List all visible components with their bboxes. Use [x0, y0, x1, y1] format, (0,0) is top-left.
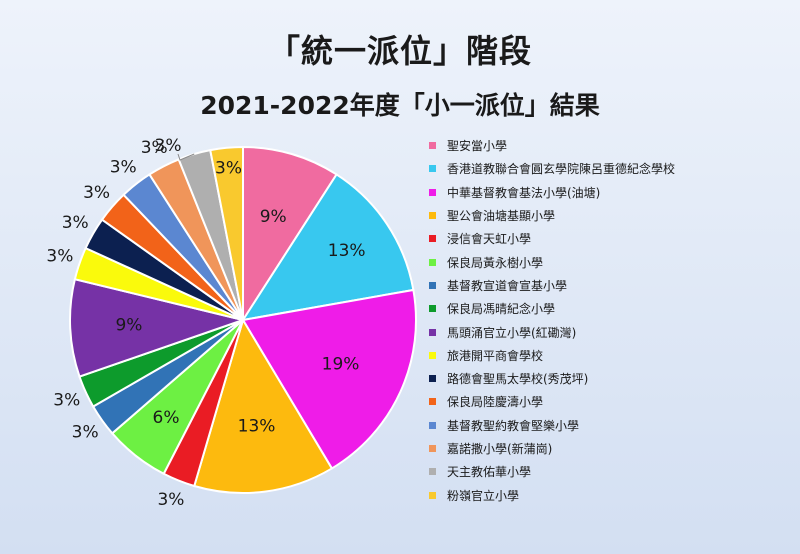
legend-label: 保良局陸慶濤小學: [447, 395, 544, 410]
legend-swatch: [429, 445, 436, 452]
legend-label: 旅港開平商會學校: [447, 348, 544, 363]
data-label: 3%: [215, 158, 242, 178]
data-label: 3%: [141, 138, 168, 158]
legend-item: 旅港開平商會學校: [429, 344, 797, 367]
legend-label: 中華基督教會基法小學(油塘): [447, 185, 601, 200]
pie-slice: [209, 145, 244, 321]
legend-item: 天主教佑華小學: [429, 460, 797, 483]
legend-swatch: [429, 398, 436, 406]
data-label: 3%: [157, 490, 184, 510]
legend-swatch: [429, 328, 436, 336]
data-label: 19%: [322, 355, 360, 375]
legend-item: 馬頭涌官立小學(紅磡灣): [429, 320, 797, 343]
legend-swatch: [429, 421, 436, 429]
legend-label: 嘉諾撒小學(新蒲崗): [447, 442, 553, 456]
legend-item: 保良局黃永樹小學: [429, 250, 797, 273]
data-label: 13%: [328, 241, 366, 261]
data-label: 9%: [260, 207, 287, 227]
data-label: 3%: [53, 390, 80, 410]
legend-item: 保良局馮晴紀念小學: [429, 297, 797, 320]
legend-item: 基督教宣道會宣基小學: [429, 274, 797, 297]
data-label: 9%: [115, 315, 142, 335]
legend-label: 基督教聖約教會堅樂小學: [447, 418, 580, 433]
legend-label: 保良局馮晴紀念小學: [447, 302, 556, 317]
pie-slice: [241, 288, 417, 470]
legend-swatch: [429, 375, 436, 383]
legend-swatch: [429, 258, 436, 266]
legend-label: 馬頭涌官立小學(紅磡灣): [447, 325, 577, 340]
data-label: 13%: [238, 416, 276, 436]
legend-label: 粉嶺官立小學: [447, 488, 520, 503]
legend-item: 嘉諾撒小學(新蒲崗): [429, 437, 797, 460]
legend-swatch: [429, 491, 436, 499]
legend-label: 浸信會天虹小學: [447, 232, 532, 247]
legend-swatch: [429, 281, 436, 289]
legend-label: 路德會聖馬太學校(秀茂坪): [447, 372, 589, 387]
data-label: 3%: [83, 183, 110, 203]
legend-swatch: [429, 165, 436, 173]
data-label: 6%: [153, 408, 180, 428]
legend-item: 聖安當小學: [429, 134, 797, 157]
legend-label: 天主教佑華小學: [447, 465, 532, 480]
legend-label: 香港道教聯合會圓玄學院陳呂重德紀念學校: [447, 162, 676, 177]
legend-label: 聖安當小學: [447, 139, 508, 154]
legend-swatch: [429, 305, 436, 313]
legend-item: 浸信會天虹小學: [429, 227, 797, 250]
legend-swatch: [429, 188, 436, 196]
legend-item: 中華基督教會基法小學(油塘): [429, 181, 797, 204]
pie-slice: [193, 317, 334, 494]
legend-item: 粉嶺官立小學: [429, 483, 797, 506]
legend-swatch: [429, 142, 436, 150]
legend-item: 基督教聖約教會堅樂小學: [429, 414, 797, 437]
data-label: 3%: [72, 422, 99, 442]
data-label: 3%: [62, 213, 89, 233]
legend-swatch: [429, 235, 436, 243]
data-label: 3%: [155, 136, 182, 156]
legend-label: 聖公會油塘基顯小學: [447, 209, 556, 224]
legend-item: 聖公會油塘基顯小學: [429, 204, 797, 227]
legend: 聖安當小學香港道教聯合會圓玄學院陳呂重德紀念學校 中華基督教會基法小學(油塘) 聖公…: [429, 134, 797, 507]
pie-slice: [240, 173, 415, 322]
data-label: 3%: [46, 247, 73, 267]
pie-slice: [242, 145, 338, 324]
chart-subtitle: 2021-2022年度「小一派位」結果: [200, 91, 600, 120]
legend-item: 保良局陸慶濤小學: [429, 390, 797, 413]
legend-item: 路德會聖馬太學校(秀茂坪): [429, 367, 797, 390]
legend-swatch: [429, 468, 436, 476]
legend-swatch: [429, 351, 436, 359]
legend-swatch: [429, 212, 436, 220]
data-label: 3%: [110, 158, 137, 178]
pie-slice: [69, 278, 247, 378]
chart-title: 「統一派位」階段: [267, 32, 532, 70]
legend-label: 基督教宣道會宣基小學: [447, 278, 568, 293]
legend-item: 香港道教聯合會圓玄學院陳呂重德紀念學校: [429, 157, 797, 180]
leader-line: [177, 153, 195, 161]
legend-label: 保良局黃永樹小學: [447, 255, 544, 270]
